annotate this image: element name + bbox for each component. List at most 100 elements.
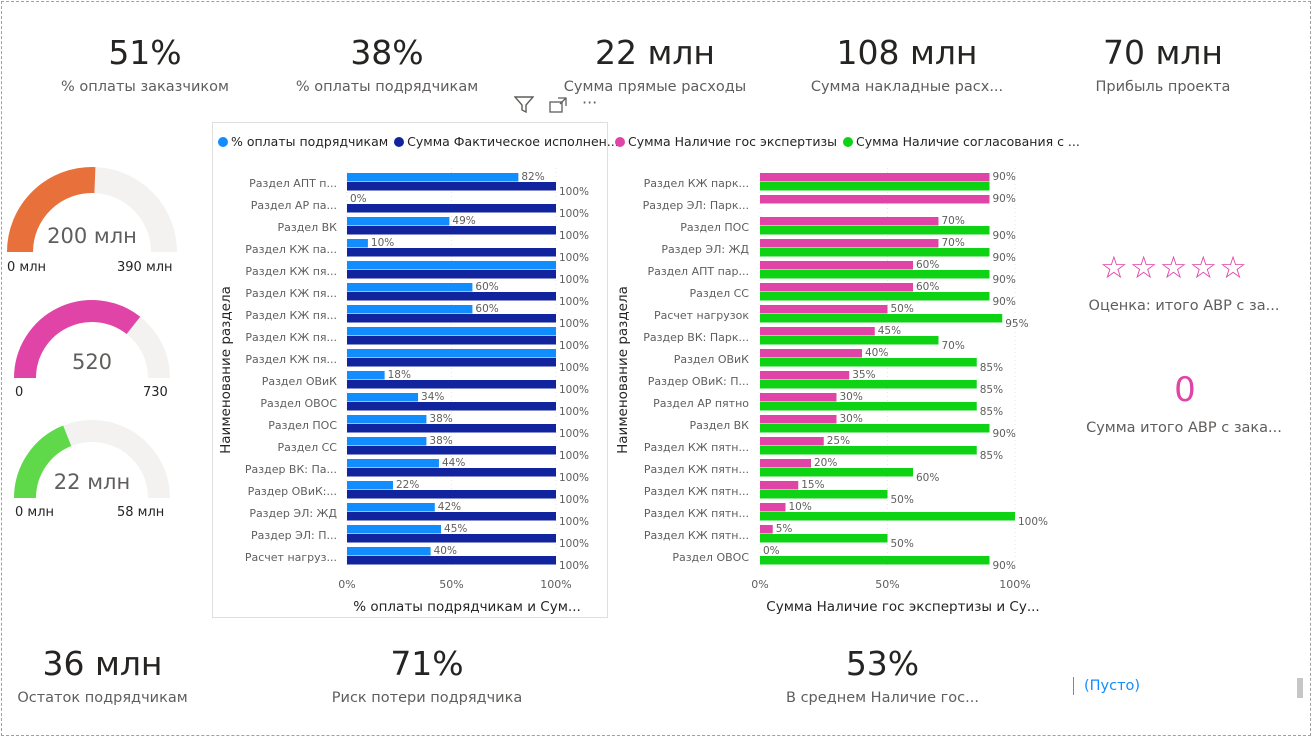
bar [760, 503, 786, 512]
bar [347, 415, 427, 424]
data-label: 18% [388, 369, 411, 381]
bar [760, 182, 990, 191]
bar [347, 248, 556, 257]
data-label: 100% [559, 472, 589, 484]
data-label: 90% [993, 274, 1016, 286]
legend-item[interactable]: Сумма Фактическое исполнен... [394, 134, 619, 149]
bar [760, 173, 990, 182]
data-label: 38% [429, 435, 452, 447]
bar [760, 239, 939, 248]
bar [347, 371, 385, 380]
kpi-contractor-risk[interactable]: 71% Риск потери подрядчика [317, 644, 537, 708]
category-label: Раздел КЖ пятн... [644, 507, 749, 520]
legend-dot-icon [218, 136, 228, 147]
filter-icon[interactable] [513, 96, 535, 118]
data-label: 20% [814, 457, 837, 469]
category-label: Раздел АПТ пар... [647, 265, 749, 278]
data-label: 60% [916, 281, 939, 293]
bar [760, 556, 990, 565]
category-label: Раздел КЖ пятн... [644, 485, 749, 498]
category-label: Раздел КЖ пя... [245, 287, 337, 300]
chart-contractor-payment-frame[interactable] [212, 122, 608, 618]
avr-total-value: 0 [1174, 370, 1196, 410]
kpi-project-profit[interactable]: 70 млн Прибыль проекта [1053, 33, 1273, 97]
data-label: 60% [475, 281, 498, 293]
data-label: 40% [434, 545, 457, 557]
empty-slicer-value[interactable]: (Пусто) [1084, 678, 1141, 694]
category-label: Раздел КЖ парк... [644, 177, 749, 190]
y-axis-title: Наименование раздела [615, 286, 631, 454]
bar [347, 349, 556, 358]
bar [760, 217, 939, 226]
data-label: 100% [559, 428, 589, 440]
data-label: 95% [1005, 318, 1028, 330]
data-label: 85% [980, 384, 1003, 396]
bar [347, 292, 556, 301]
kpi-direct-costs[interactable]: 22 млн Сумма прямые расходы [545, 33, 765, 97]
scrollbar-thumb[interactable] [1297, 678, 1303, 698]
category-label: Раздер ЭЛ: Парк... [643, 199, 749, 212]
kpi-overhead-costs[interactable]: 108 млн Сумма накладные расх... [797, 33, 1017, 97]
data-label: 85% [980, 406, 1003, 418]
category-label: Раздел КЖ пя... [245, 309, 337, 322]
data-label: 15% [801, 479, 824, 491]
data-label: 100% [559, 450, 589, 462]
bar [347, 481, 393, 490]
bar [347, 261, 556, 270]
bar [760, 270, 990, 279]
bar [347, 182, 556, 191]
slicer-divider [1073, 677, 1074, 695]
legend-label: Сумма Фактическое исполнен... [407, 134, 619, 149]
kpi-contractor-payment[interactable]: 38% % оплаты подрядчикам [277, 33, 497, 97]
x-tick-label: 100% [540, 578, 571, 591]
data-label: 50% [891, 303, 914, 315]
data-label: 42% [438, 501, 461, 513]
data-label: 100% [559, 384, 589, 396]
data-label: 100% [559, 230, 589, 242]
bar [347, 490, 556, 499]
data-label: 100% [559, 186, 589, 198]
rating-stars-icon: ☆☆☆☆☆ [1100, 250, 1249, 286]
data-label: 44% [442, 457, 465, 469]
bar [347, 239, 368, 248]
gauge-value: 22 млн [53, 470, 131, 494]
data-label: 45% [444, 523, 467, 535]
kpi-value: 36 млн [42, 644, 163, 683]
data-label: 10% [789, 501, 812, 513]
gauge-min-label: 0 млн [15, 505, 55, 520]
category-label: Раздел АР пятно [653, 397, 749, 410]
legend-item[interactable]: % оплаты подрядчикам [218, 134, 388, 149]
kpi-label: В среднем Наличие гос... [786, 690, 979, 706]
legend-item[interactable]: Сумма Наличие гос экспертизы [615, 134, 837, 149]
x-axis-title: % оплаты подрядчикам и Сум... [353, 599, 581, 615]
x-tick-label: 50% [875, 578, 899, 591]
gauge-value: 520 [71, 350, 113, 374]
x-tick-label: 0% [338, 578, 355, 591]
kpi-customer-payment[interactable]: 51% % оплаты заказчиком [35, 33, 255, 97]
bar [347, 446, 556, 455]
bar [347, 217, 450, 226]
kpi-label: Сумма накладные расх... [810, 79, 1004, 95]
category-label: Раздер ЭЛ: ЖД [249, 507, 337, 520]
data-label: 100% [559, 538, 589, 550]
bar [347, 402, 556, 411]
bar [347, 556, 556, 565]
category-label: Раздер ЭЛ: ЖД [661, 243, 749, 256]
data-label: 60% [475, 303, 498, 315]
bar [347, 327, 556, 336]
kpi-average-expertise[interactable]: 53% В среднем Наличие гос... [770, 644, 995, 708]
more-options-icon[interactable]: ··· [582, 93, 598, 112]
category-label: Раздел АР па... [251, 199, 337, 212]
data-label: 90% [993, 296, 1016, 308]
focus-mode-icon[interactable] [548, 96, 568, 118]
bar [347, 226, 556, 235]
kpi-contractor-balance[interactable]: 36 млн Остаток подрядчикам [0, 644, 205, 708]
gauges-area [7, 167, 177, 499]
bar [760, 415, 837, 424]
category-label: Раздел ОВОС [672, 551, 749, 564]
data-label: 100% [559, 274, 589, 286]
data-label: 100% [559, 494, 589, 506]
legend-item[interactable]: Сумма Наличие согласования с ... [843, 134, 1080, 149]
gauge-min-label: 0 [15, 385, 24, 400]
